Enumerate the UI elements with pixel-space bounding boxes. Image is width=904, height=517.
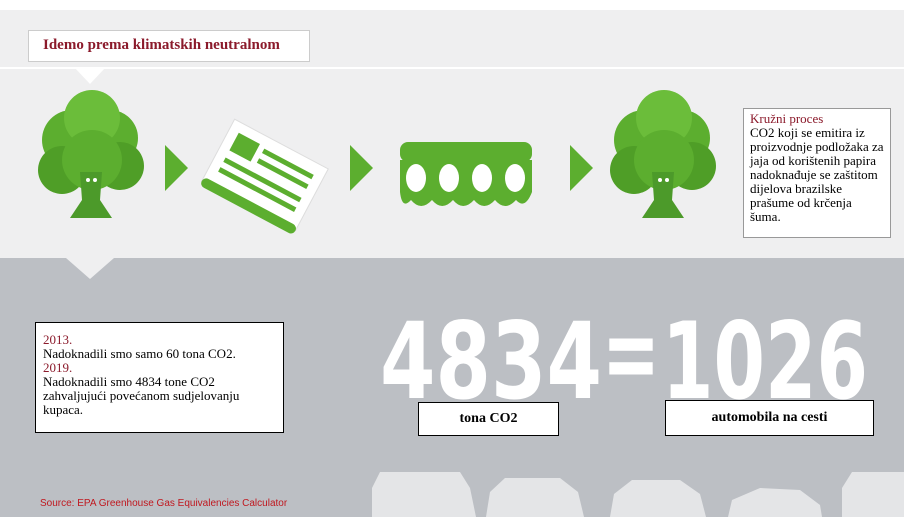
- process-text: CO2 koji se emitira iz proizvodnje podlo…: [750, 126, 884, 224]
- history-year: 2013.: [43, 333, 276, 347]
- equation-right-label: automobila na cesti: [665, 400, 874, 436]
- header-title: Idemo prema klimatskih neutralnom: [28, 30, 310, 62]
- process-title: Kružni proces: [750, 112, 884, 126]
- equation-left-label: tona CO2: [418, 402, 559, 436]
- source: Source: EPA Greenhouse Gas Equivalencies…: [40, 498, 287, 509]
- history-box: 2013. Nadoknadili smo samo 60 tona CO2. …: [35, 322, 284, 433]
- equation-sign: =: [602, 292, 660, 415]
- history-year: 2019.: [43, 361, 276, 375]
- egg-carton-icon: [400, 142, 532, 206]
- history-text: Nadoknadili smo samo 60 tona CO2.: [43, 347, 276, 361]
- history-text: Nadoknadili smo 4834 tone CO2 zahvaljuju…: [43, 375, 276, 417]
- process-box: Kružni proces CO2 koji se emitira iz pro…: [743, 108, 891, 238]
- background: 4834 = 1026: [0, 0, 904, 517]
- infographic: 4834 = 1026 Idemo prema klimatskih neutr…: [0, 0, 904, 517]
